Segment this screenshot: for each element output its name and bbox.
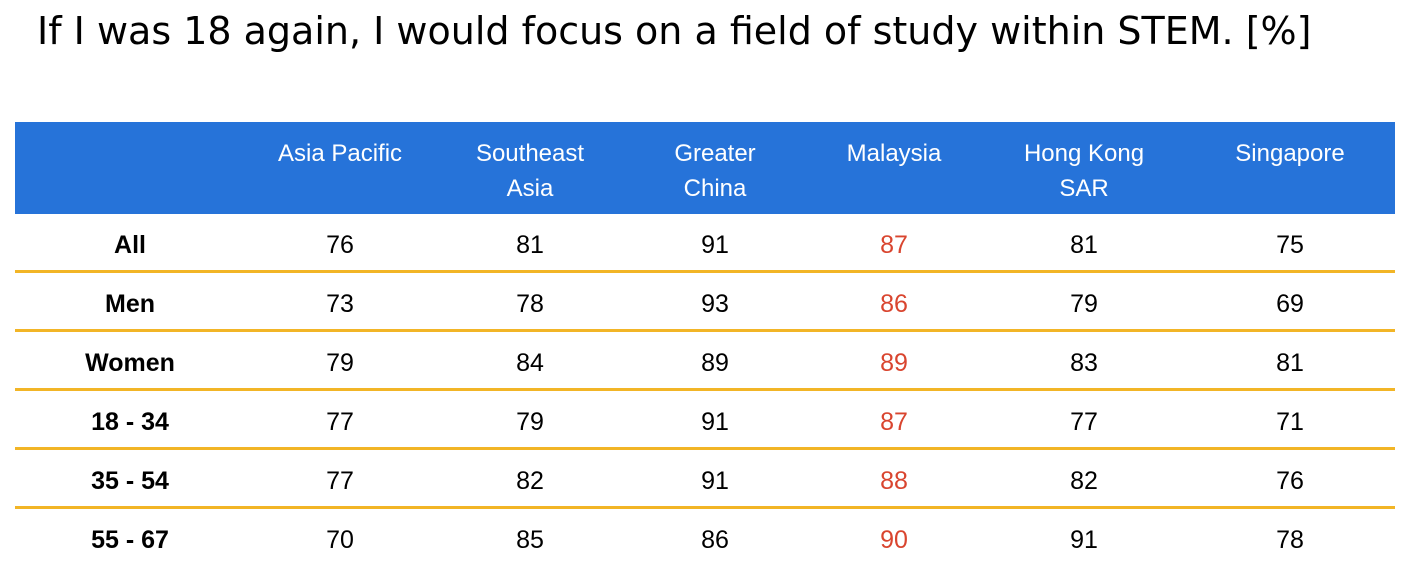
column-header: Asia Pacific [278,136,402,171]
table-cell: 90 [880,526,908,554]
table-cell: 91 [701,467,729,495]
data-table: Asia Pacific Southeast Asia Greater China Mal… [15,122,1395,565]
row-label: 35 - 54 [91,467,169,495]
table-cell: 89 [880,349,908,377]
table-cell: 71 [1276,408,1304,436]
table-cell: 78 [516,290,544,318]
table-row: 55 - 67 70 85 86 90 91 78 [15,509,1395,565]
column-header-line: Singapore [1235,140,1345,167]
column-header-line: SAR [1059,175,1109,202]
column-header: Southeast Asia [476,136,584,206]
row-label: Men [105,290,155,318]
column-header: Malaysia [847,136,942,171]
table-row: 35 - 54 77 82 91 88 82 76 [15,450,1395,509]
table-cell: 79 [516,408,544,436]
column-header-line: Hong Kong [1023,140,1145,167]
column-header-line: China [683,175,747,202]
table-cell: 91 [1070,526,1098,554]
column-header-line: Asia [506,175,554,202]
column-header-line: Greater [674,140,756,167]
table-cell: 88 [880,467,908,495]
table-cell: 81 [516,231,544,259]
table-cell: 76 [1276,467,1304,495]
row-label: Women [85,349,175,377]
table-cell: 81 [1070,231,1098,259]
table-cell: 82 [1070,467,1098,495]
table-row: 18 - 34 77 79 91 87 77 71 [15,391,1395,450]
column-header: Hong Kong SAR [1024,136,1144,206]
table-cell: 75 [1276,231,1304,259]
column-header-line: Southeast [475,140,585,167]
table-row: All 76 81 91 87 81 75 [15,214,1395,273]
table-row: Men 73 78 93 86 79 69 [15,273,1395,332]
table-cell: 86 [701,526,729,554]
table-cell: 77 [326,467,354,495]
table-cell: 78 [1276,526,1304,554]
table-cell: 83 [1070,349,1098,377]
table-cell: 69 [1276,290,1304,318]
table-cell: 86 [880,290,908,318]
table-cell: 91 [701,231,729,259]
column-header-line: Malaysia [846,140,942,167]
table-cell: 84 [516,349,544,377]
table-row: Women 79 84 89 89 83 81 [15,332,1395,391]
column-header: Greater China [674,136,755,206]
table-cell: 87 [880,408,908,436]
table-cell: 81 [1276,349,1304,377]
table-cell: 91 [701,408,729,436]
column-header: Singapore [1235,136,1344,171]
table-cell: 87 [880,231,908,259]
table-cell: 77 [1070,408,1098,436]
table-cell: 79 [1070,290,1098,318]
chart-title: If I was 18 again, I would focus on a fi… [37,9,1312,53]
table-cell: 82 [516,467,544,495]
column-header-line: Asia Pacific [277,140,403,167]
table-cell: 73 [326,290,354,318]
table-cell: 79 [326,349,354,377]
table-cell: 85 [516,526,544,554]
table-cell: 76 [326,231,354,259]
table-cell: 93 [701,290,729,318]
row-label: All [114,231,146,259]
table-body: All 76 81 91 87 81 75 Men 73 78 93 86 79 69 Women 79 84 8… [15,214,1395,565]
table-cell: 70 [326,526,354,554]
row-label: 18 - 34 [91,408,169,436]
row-label: 55 - 67 [91,526,169,554]
table-header: Asia Pacific Southeast Asia Greater China Mal… [15,122,1395,214]
table-cell: 89 [701,349,729,377]
table-cell: 77 [326,408,354,436]
